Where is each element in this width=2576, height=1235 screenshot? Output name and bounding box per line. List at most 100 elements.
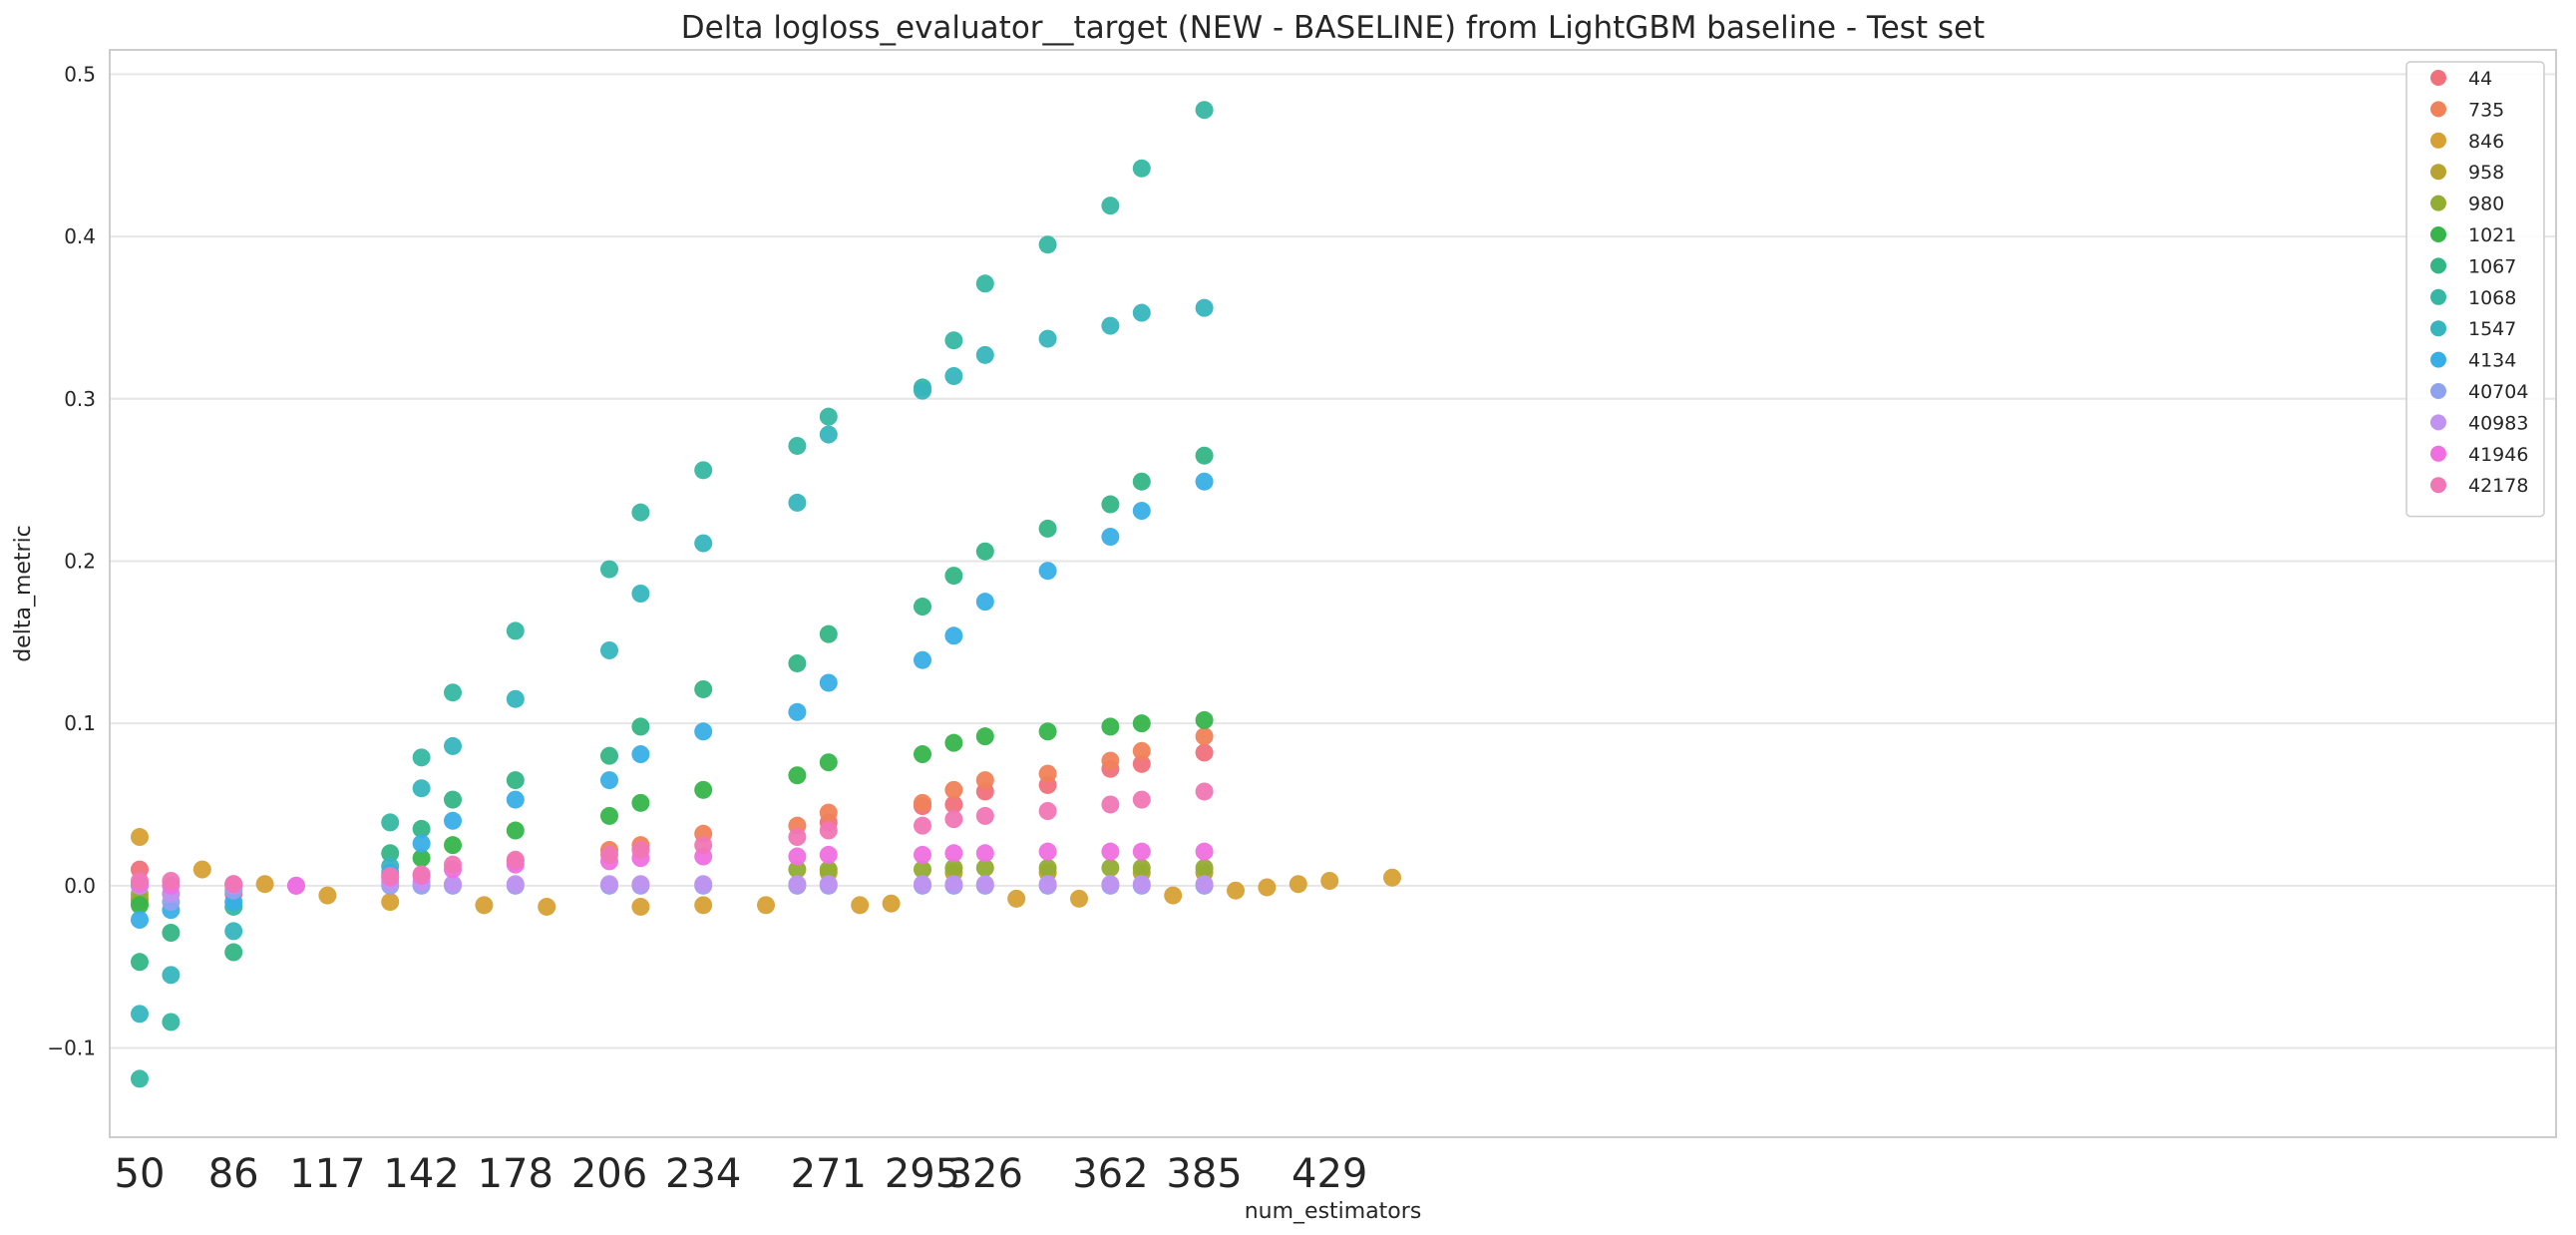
data-point-42178	[131, 871, 149, 890]
legend-label-958: 958	[2468, 162, 2504, 184]
data-point-1068	[444, 683, 462, 702]
data-point-846	[1383, 868, 1401, 887]
data-point-1547	[444, 736, 462, 755]
data-point-1021	[1038, 722, 1057, 741]
data-point-41946	[1101, 842, 1120, 861]
data-point-1067	[131, 953, 149, 972]
data-point-42178	[162, 871, 181, 890]
data-point-1547	[131, 1005, 149, 1024]
data-point-44	[944, 795, 963, 814]
legend-label-735: 735	[2468, 99, 2504, 121]
legend-label-40983: 40983	[2468, 412, 2528, 434]
data-point-1067	[444, 790, 462, 809]
data-point-4134	[1132, 502, 1151, 521]
data-point-1547	[914, 381, 931, 400]
data-point-42178	[819, 821, 838, 840]
data-point-1547	[944, 367, 963, 385]
data-point-1068	[412, 748, 431, 767]
data-point-846	[475, 896, 494, 915]
data-point-40983	[506, 875, 525, 894]
data-point-846	[757, 896, 775, 915]
data-point-40983	[631, 875, 650, 894]
data-point-980	[944, 858, 963, 877]
data-point-40983	[444, 875, 462, 894]
data-point-1068	[506, 621, 525, 640]
data-point-980	[1038, 858, 1057, 877]
data-point-1021	[631, 793, 650, 812]
y-tick-label: 0.3	[64, 387, 96, 411]
data-point-846	[1007, 889, 1026, 908]
data-point-42178	[1101, 795, 1120, 814]
y-axis-label: delta_metric	[11, 525, 36, 662]
data-point-4134	[631, 745, 650, 764]
data-point-1547	[975, 345, 994, 364]
data-point-1067	[694, 679, 713, 698]
x-tick-label: 326	[947, 1151, 1023, 1197]
data-point-1067	[412, 819, 431, 838]
data-point-980	[1195, 858, 1214, 877]
data-point-42178	[381, 867, 400, 886]
data-point-1068	[631, 503, 650, 522]
data-point-846	[1288, 875, 1307, 894]
data-point-1068	[600, 560, 618, 579]
data-point-1021	[694, 780, 713, 799]
legend-marker-42178	[2430, 477, 2446, 494]
data-point-1021	[944, 733, 963, 752]
data-point-41946	[1195, 842, 1214, 861]
data-point-1067	[975, 542, 994, 561]
x-tick-label: 178	[478, 1151, 553, 1197]
data-point-40983	[788, 875, 807, 894]
y-tick-label: 0.0	[64, 874, 96, 898]
data-point-846	[1070, 889, 1088, 908]
data-point-980	[788, 860, 807, 879]
data-point-1068	[1132, 159, 1151, 178]
data-point-1067	[381, 844, 400, 863]
data-point-735	[975, 771, 994, 790]
data-point-1067	[788, 653, 807, 672]
legend-label-1068: 1068	[2468, 287, 2516, 309]
data-point-1021	[1195, 710, 1214, 729]
data-point-1067	[600, 746, 618, 765]
legend-label-1021: 1021	[2468, 224, 2516, 246]
data-point-1547	[1195, 298, 1214, 317]
data-point-4134	[819, 673, 838, 692]
legend-marker-735	[2430, 101, 2446, 118]
y-tick-label: 0.2	[64, 549, 96, 573]
data-point-1547	[224, 922, 243, 941]
data-point-4134	[412, 834, 431, 853]
data-point-1068	[1195, 101, 1214, 120]
data-point-735	[1101, 751, 1120, 770]
data-point-1068	[788, 436, 807, 455]
data-point-40983	[1132, 875, 1151, 894]
data-point-42178	[914, 816, 931, 835]
data-point-735	[914, 793, 931, 812]
data-point-735	[1195, 727, 1214, 746]
data-point-1067	[631, 717, 650, 736]
data-point-1067	[1038, 519, 1057, 538]
data-point-1547	[819, 425, 838, 444]
data-point-40983	[1195, 875, 1214, 894]
plot-frame	[109, 49, 2557, 1138]
data-point-4134	[975, 593, 994, 612]
x-tick-label: 50	[115, 1151, 166, 1197]
data-point-846	[1227, 881, 1245, 900]
data-point-1067	[162, 924, 181, 943]
data-point-1067	[506, 771, 525, 790]
legend-marker-980	[2430, 195, 2446, 211]
data-point-40983	[944, 875, 963, 894]
legend-marker-1547	[2430, 320, 2446, 337]
data-point-846	[131, 828, 149, 847]
data-point-1021	[914, 745, 931, 764]
x-tick-label: 362	[1072, 1151, 1148, 1197]
data-point-980	[1132, 858, 1151, 877]
data-point-41946	[1132, 842, 1151, 861]
data-point-980	[914, 860, 931, 879]
data-point-1068	[1038, 235, 1057, 254]
legend-marker-40704	[2430, 383, 2446, 399]
data-point-846	[255, 875, 274, 894]
data-point-41946	[788, 847, 807, 866]
data-point-4134	[788, 702, 807, 721]
x-tick-label: 234	[665, 1151, 741, 1197]
